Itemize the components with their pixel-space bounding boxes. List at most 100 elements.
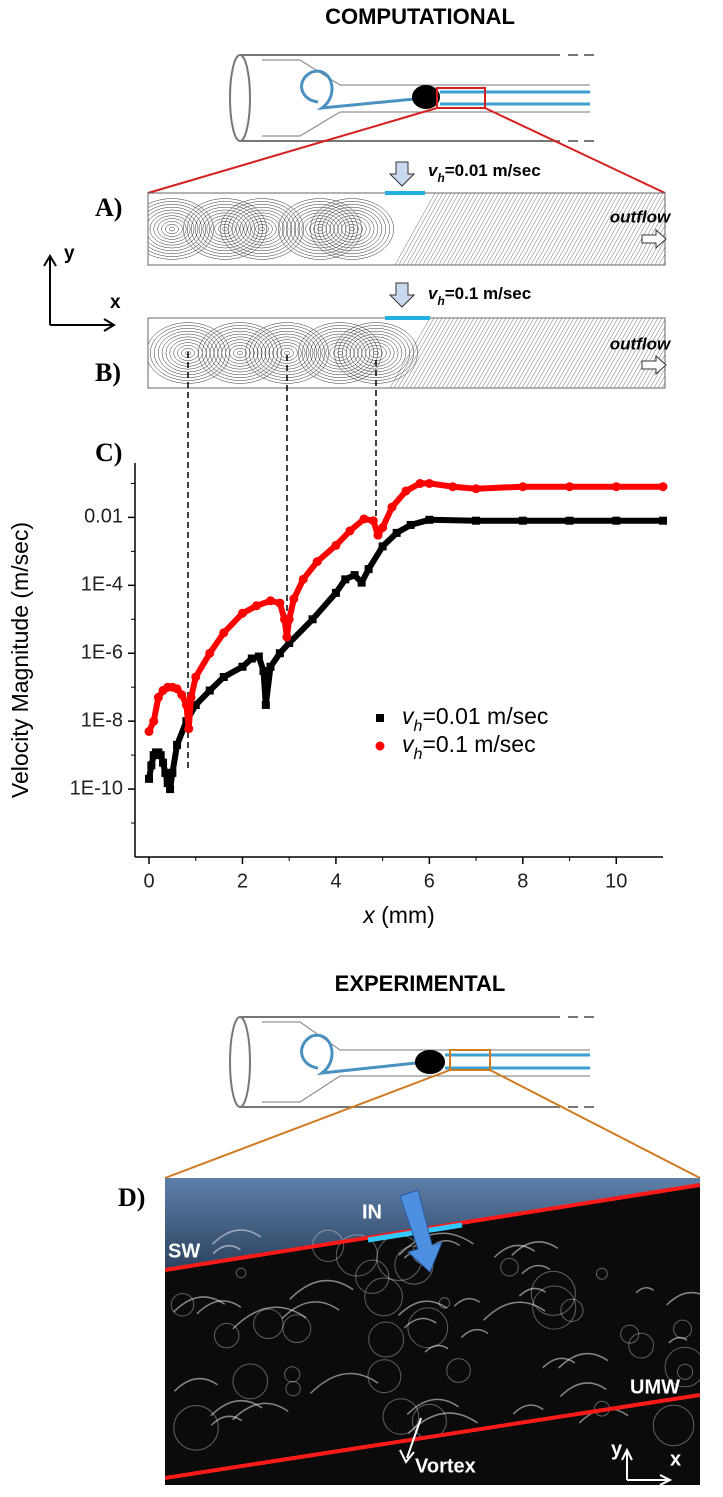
point: [565, 516, 574, 525]
streamline: [699, 193, 723, 265]
streamline: [637, 340, 665, 388]
point: [147, 761, 156, 770]
streamline: [529, 318, 571, 388]
y-tick-label: 1E-8: [81, 709, 123, 731]
streamline: [165, 224, 179, 234]
particle-trace: [620, 1324, 640, 1344]
point: [312, 557, 322, 567]
particle-trace: [453, 1297, 481, 1307]
streamline: [237, 350, 243, 356]
x-tick-label: 0: [143, 870, 154, 892]
particle-trace: [511, 1241, 559, 1256]
streamline: [233, 348, 247, 358]
streamline: [570, 193, 612, 265]
point: [184, 724, 194, 734]
point: [406, 520, 415, 529]
streamline: [421, 318, 463, 388]
x-tick-label: 4: [330, 870, 341, 892]
streamline: [239, 212, 285, 246]
particle-trace: [500, 1257, 519, 1277]
streamline: [221, 339, 259, 367]
streamline: [198, 209, 252, 249]
streamline: [349, 226, 355, 232]
streamline: [466, 193, 508, 265]
streamline: [606, 193, 648, 265]
point: [378, 542, 387, 551]
particle-trace: [232, 1363, 269, 1400]
streamline: [549, 318, 591, 388]
y-tick-label: 1E-6: [81, 642, 123, 664]
streamline: [401, 318, 443, 388]
streamline: [558, 193, 600, 265]
particle-trace: [367, 1359, 402, 1394]
streamline: [325, 209, 379, 249]
inlet-label: vh=0.01 m/sec: [428, 161, 541, 185]
streamline: [493, 318, 535, 388]
streamline: [309, 330, 371, 376]
streamline: [510, 193, 552, 265]
photo-label: x: [670, 1448, 681, 1470]
point: [448, 482, 458, 492]
streamline: [289, 206, 351, 252]
streamline: [453, 318, 495, 388]
streamline: [518, 193, 560, 265]
particle-trace: [558, 1352, 609, 1369]
streamline: [148, 201, 210, 257]
streamline: [256, 330, 318, 376]
panel-label: C): [95, 438, 122, 467]
point: [357, 578, 366, 587]
streamline: [598, 193, 640, 265]
streamline: [553, 318, 595, 388]
streamline: [470, 193, 512, 265]
particle-trace: [406, 1398, 459, 1415]
particle-trace: [518, 1287, 547, 1297]
streamline: [148, 204, 207, 254]
x-axis-label: x (mm): [362, 902, 435, 928]
particle-trace: [364, 1277, 403, 1317]
streamline: [314, 201, 390, 257]
streamline: [148, 206, 203, 252]
streamline: [683, 193, 723, 265]
particle-trace: [196, 1300, 242, 1315]
point: [191, 700, 200, 709]
streamline: [473, 318, 515, 388]
streamline: [691, 193, 723, 265]
streamline: [222, 226, 228, 232]
streamline: [501, 318, 543, 388]
streamline: [574, 193, 616, 265]
particle-trace: [170, 1292, 195, 1317]
streamline: [626, 196, 665, 265]
streamline: [409, 318, 451, 388]
streamline: [313, 224, 327, 234]
streamline: [321, 206, 383, 252]
streamline: [418, 193, 460, 265]
streamline: [675, 193, 715, 265]
streamline: [190, 204, 260, 254]
streamline: [317, 204, 387, 254]
streamline: [357, 339, 395, 367]
streamline: [321, 339, 359, 367]
streamline: [417, 318, 459, 388]
particle-trace: [668, 1336, 688, 1344]
streamline: [227, 204, 297, 254]
streamline: [245, 322, 329, 384]
point: [282, 632, 292, 642]
streamline: [490, 193, 532, 265]
point: [658, 482, 668, 492]
particle-trace: [382, 1398, 420, 1435]
streamline: [214, 221, 236, 237]
streamline: [614, 193, 656, 265]
streamline: [545, 318, 587, 388]
streamline: [662, 260, 665, 265]
panel-frame: [147, 192, 666, 266]
streamline: [569, 318, 611, 388]
point: [392, 528, 401, 537]
point: [166, 785, 175, 794]
particle-trace: [232, 1306, 307, 1330]
particle-trace: [173, 1296, 226, 1313]
streamline: [593, 318, 635, 388]
particle-trace: [403, 1317, 437, 1329]
streamline: [530, 193, 572, 265]
streamline: [430, 193, 472, 265]
